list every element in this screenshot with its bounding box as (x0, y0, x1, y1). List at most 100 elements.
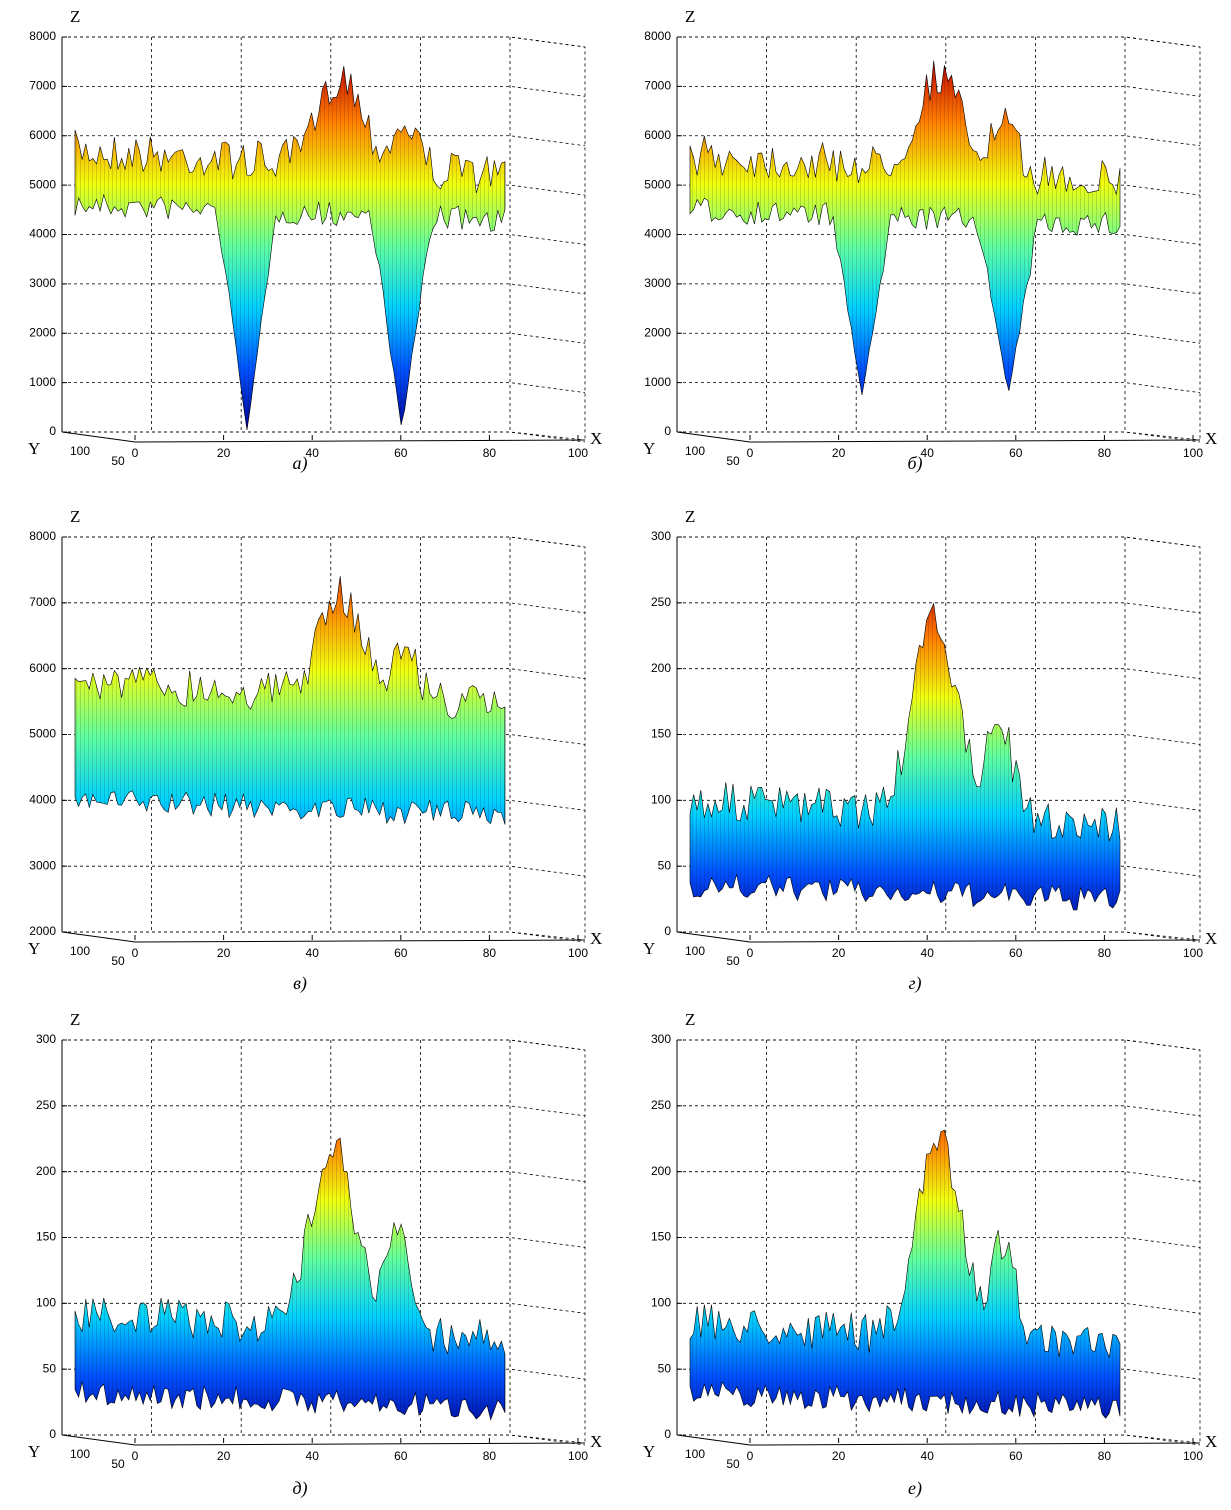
surface-mesh (690, 60, 1120, 395)
x-tick-label: 80 (1098, 946, 1112, 960)
grid-line (677, 668, 1201, 680)
x-tick-label: 0 (747, 446, 754, 460)
surface-panel: 2000 3000 4000 5000 6000 7000 8000 0 20 40 60 80 100… (28, 507, 602, 994)
y-tick-label: 100 (70, 1447, 90, 1461)
x-tick-label: 0 (132, 446, 139, 460)
grid-line (677, 1434, 1201, 1446)
grid-line (62, 668, 586, 680)
grid-line (62, 283, 586, 295)
z-tick-label: 50 (658, 1361, 672, 1375)
x-tick-label: 40 (306, 446, 320, 460)
x-axis (134, 939, 586, 943)
grid-line (62, 734, 586, 745)
y-axis-label: Y (643, 439, 655, 458)
x-tick-label: 60 (394, 1449, 408, 1463)
grid-line (62, 1302, 586, 1314)
grid-line (62, 431, 586, 443)
grid-line (62, 184, 586, 196)
grid-line (677, 1237, 1201, 1248)
x-tick-label: 100 (568, 946, 588, 960)
y-tick-label: 50 (111, 454, 125, 468)
x-tick-label: 60 (1009, 946, 1023, 960)
grid-line (62, 1237, 586, 1248)
y-axis-label: Y (643, 939, 655, 958)
grid-line (62, 865, 586, 877)
z-tick-label: 8000 (29, 529, 56, 543)
z-tick-label: 200 (651, 661, 671, 675)
z-tick-label: 4000 (644, 227, 671, 241)
grid-line (677, 734, 1201, 745)
y-axis (61, 931, 136, 943)
z-tick-label: 100 (651, 1296, 671, 1310)
z-tick-label: 100 (651, 793, 671, 807)
z-tick-label: 4000 (29, 227, 56, 241)
y-tick-label: 100 (70, 944, 90, 958)
grid-line (62, 1171, 586, 1183)
x-tick-label: 20 (217, 446, 231, 460)
surface-panel: 0 1000 2000 3000 4000 5000 6000 7000 8000 0 20 40 60… (28, 7, 602, 474)
x-axis-label: X (1205, 1432, 1217, 1451)
z-tick-label: 6000 (29, 128, 56, 142)
z-tick-label: 6000 (29, 661, 56, 675)
x-tick-label: 40 (921, 946, 935, 960)
x-axis-label: X (590, 929, 602, 948)
y-axis-label: Y (28, 939, 40, 958)
grid-line (62, 135, 586, 147)
z-tick-label: 5000 (29, 177, 56, 191)
grid-line (62, 1039, 586, 1051)
x-tick-label: 60 (394, 446, 408, 460)
grid-line (677, 85, 1201, 97)
y-tick-label: 100 (685, 944, 705, 958)
floor-grid (677, 1434, 1201, 1444)
x-tick-label: 80 (483, 946, 497, 960)
z-tick-label: 8000 (29, 29, 56, 43)
grid-line (677, 382, 1201, 394)
grid-line (677, 1368, 1201, 1380)
grid-line (62, 1434, 586, 1446)
z-axis-label: Z (685, 7, 695, 26)
z-tick-label: 200 (36, 1164, 56, 1178)
z-tick-label: 1000 (29, 375, 56, 389)
z-tick-label: 7000 (29, 79, 56, 93)
grid-line (677, 36, 1201, 48)
y-tick-label: 50 (726, 954, 740, 968)
surface-mesh (75, 66, 505, 430)
caption: а) (293, 453, 308, 474)
surface (74, 65, 506, 431)
y-tick-label: 100 (685, 1447, 705, 1461)
y-tick-label: 50 (726, 1457, 740, 1471)
z-tick-label: 50 (43, 1361, 57, 1375)
y-tick-label: 50 (726, 454, 740, 468)
z-tick-label: 0 (664, 924, 671, 938)
surface-mesh (75, 576, 505, 825)
z-tick-label: 200 (651, 1164, 671, 1178)
x-tick-label: 40 (921, 446, 935, 460)
y-tick-label: 50 (111, 954, 125, 968)
z-tick-label: 150 (651, 727, 671, 741)
z-tick-label: 6000 (644, 128, 671, 142)
z-axis-label: Z (70, 507, 80, 526)
z-axis-label: Z (70, 1010, 80, 1029)
z-tick-label: 2000 (29, 924, 56, 938)
grid-line (62, 1105, 586, 1117)
z-tick-label: 150 (36, 1230, 56, 1244)
z-tick-label: 3000 (29, 858, 56, 872)
x-tick-label: 100 (1183, 1449, 1203, 1463)
x-tick-label: 80 (483, 446, 497, 460)
y-tick-label: 50 (111, 1457, 125, 1471)
grid-line (677, 283, 1201, 295)
grid-line (62, 382, 586, 394)
y-axis (676, 931, 751, 943)
y-axis (676, 1434, 751, 1446)
x-axis-label: X (1205, 429, 1217, 448)
grid-line (677, 332, 1201, 344)
x-tick-label: 20 (217, 1449, 231, 1463)
x-tick-label: 40 (306, 946, 320, 960)
x-axis (749, 939, 1201, 943)
caption: б) (907, 453, 922, 474)
x-tick-label: 60 (1009, 1449, 1023, 1463)
y-axis (61, 431, 136, 443)
grid-line (62, 85, 586, 97)
x-axis (134, 439, 586, 443)
z-axis-label: Z (70, 7, 80, 26)
